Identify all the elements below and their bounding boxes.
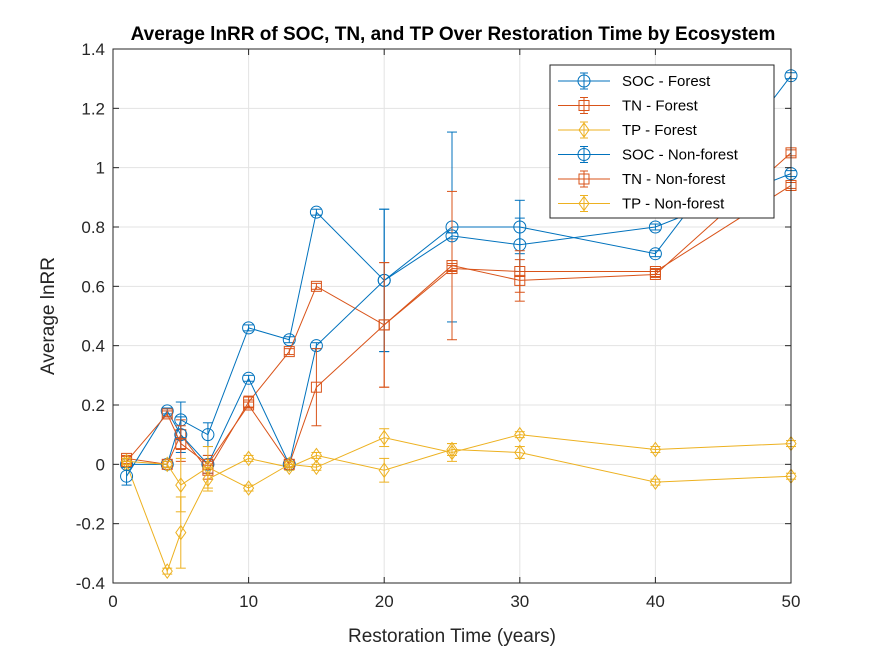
y-axis-label: Average lnRR [38, 257, 59, 375]
chart-title: Average lnRR of SOC, TN, and TP Over Res… [131, 24, 776, 45]
legend-item: SOC - Non-forest [558, 146, 739, 164]
y-tick-label: -0.2 [76, 515, 105, 534]
data-point [161, 563, 173, 579]
data-point [378, 462, 390, 479]
data-point [648, 220, 662, 234]
data-point [243, 399, 255, 411]
legend-marker [577, 74, 591, 88]
data-point [242, 371, 256, 385]
data-point [175, 438, 187, 450]
series-5 [120, 426, 797, 513]
series-layer [120, 69, 798, 579]
data-point [282, 457, 296, 471]
x-tick-label: 20 [375, 592, 394, 611]
legend-label: SOC - Non-forest [622, 147, 739, 164]
data-point [514, 266, 526, 277]
y-tick-label: 0.2 [81, 396, 105, 415]
data-point [445, 229, 459, 243]
legend-item: TN - Forest [558, 97, 699, 115]
x-tick-label: 30 [510, 592, 529, 611]
y-tick-label: 0 [96, 455, 105, 474]
plot-border [112, 48, 792, 584]
data-point [514, 426, 526, 443]
y-tick-label: 0.8 [81, 218, 105, 237]
legend-marker [578, 195, 590, 212]
series-line [126, 75, 792, 465]
x-tick-label: 10 [239, 592, 258, 611]
legend-box [549, 64, 775, 219]
y-tick-label: -0.4 [76, 574, 105, 593]
data-point [242, 321, 256, 335]
data-point [161, 456, 173, 473]
data-point [446, 263, 458, 275]
legend-label: TP - Forest [622, 122, 698, 139]
data-point [446, 444, 458, 461]
legend-label: SOC - Forest [622, 73, 711, 90]
data-point [282, 333, 296, 347]
data-point [309, 205, 323, 219]
legend-label: TP - Non-forest [622, 196, 725, 213]
legend-marker [578, 173, 590, 185]
data-point [120, 453, 133, 470]
data-point [242, 480, 255, 496]
data-point [310, 381, 322, 393]
data-point [310, 447, 323, 464]
legend: SOC - Forest TN - Forest TP - Forest SOC - … [549, 64, 775, 219]
x-tick-label: 0 [108, 592, 117, 611]
data-point [201, 428, 215, 442]
y-tick-label: 1 [96, 159, 105, 178]
y-tick-label: 1.2 [81, 99, 105, 118]
y-tick-label: 0.4 [81, 337, 105, 356]
data-point [378, 319, 390, 331]
data-point [378, 429, 390, 446]
legend-label: TN - Forest [622, 98, 699, 115]
x-tick-label: 40 [646, 592, 665, 611]
data-point [310, 459, 323, 476]
data-point [283, 456, 295, 473]
data-point [514, 444, 526, 461]
data-point [120, 469, 134, 483]
legend-item: TN - Non-forest [558, 170, 726, 188]
data-point [649, 266, 661, 277]
legend-label: TN - Non-forest [622, 171, 726, 188]
data-point [202, 459, 214, 476]
data-point [175, 524, 187, 541]
data-point [648, 247, 662, 261]
x-axis-label: Restoration Time (years) [348, 626, 556, 647]
y-tick-label: 1.4 [81, 40, 105, 59]
data-point [310, 280, 322, 292]
series-line [126, 173, 792, 477]
data-point [175, 477, 187, 493]
legend-marker [577, 148, 591, 161]
x-tick-label: 50 [782, 592, 801, 611]
data-point [649, 474, 662, 490]
data-point [161, 408, 173, 420]
data-point [242, 450, 255, 467]
ticks: 0 10 20 30 40 50 -0.4 -0.2 0 0.2 0.4 0.6 0.8 1 1.2 1.4 [76, 40, 801, 611]
legend-marker [578, 122, 590, 138]
legend-item: SOC - Forest [558, 72, 711, 90]
legend-marker [578, 100, 590, 111]
data-point [649, 441, 662, 458]
y-tick-label: 0.6 [81, 277, 105, 296]
data-point [283, 346, 295, 358]
series-line [126, 448, 792, 573]
legend-item: TP - Forest [558, 121, 698, 139]
legend-item: TP - Non-forest [558, 195, 725, 213]
